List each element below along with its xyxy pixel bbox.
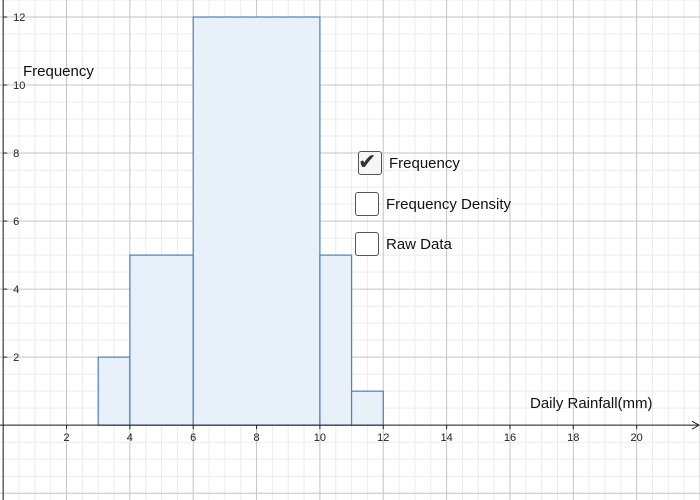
x-tick-label: 18 (567, 432, 579, 444)
x-axis-label: Daily Rainfall(mm) (530, 395, 653, 412)
x-tick-label: 6 (190, 432, 196, 444)
x-tick-label: 8 (253, 432, 259, 444)
x-tick-label: 20 (631, 432, 643, 444)
y-tick-label: 8 (13, 148, 19, 160)
x-tick-label: 14 (440, 432, 452, 444)
raw-data-checkbox[interactable] (355, 232, 379, 256)
y-tick-label: 2 (13, 352, 19, 364)
frequency-checkbox[interactable]: ✔ (358, 150, 382, 175)
histogram-bar-0 (97, 356, 131, 426)
frequency-density-toggle[interactable]: Frequency Density (355, 192, 511, 216)
histogram-bar-2 (192, 16, 321, 426)
x-tick-label: 12 (377, 432, 389, 444)
y-tick-label: 10 (13, 80, 25, 92)
raw-data-checkbox-label: Raw Data (386, 235, 452, 253)
tick-labels: 2 4 6 8 10 12 14 16 18 20 2 4 6 8 10 12 (13, 12, 643, 444)
y-tick-label: 4 (13, 284, 19, 296)
checkmark-icon: ✔ (358, 150, 377, 175)
x-tick-label: 10 (314, 432, 326, 444)
frequency-density-checkbox-label: Frequency Density (386, 195, 512, 213)
frequency-density-checkbox[interactable] (355, 192, 379, 216)
x-axis-arrow-icon (691, 420, 700, 430)
y-tick-label: 12 (13, 12, 25, 24)
histogram-bar-4 (350, 390, 384, 426)
raw-data-toggle[interactable]: Raw Data (355, 232, 452, 256)
y-axis-label: Frequency (23, 63, 94, 80)
histogram-bars (97, 16, 384, 426)
y-tick-label: 6 (13, 216, 19, 228)
x-tick-label: 2 (63, 432, 69, 444)
x-tick-label: 4 (127, 432, 133, 444)
histogram-bar-3 (319, 254, 353, 426)
x-tick-label: 16 (504, 432, 516, 444)
frequency-toggle[interactable]: ✔ Frequency (358, 150, 460, 175)
frequency-checkbox-label: Frequency (389, 154, 460, 172)
histogram-bar-1 (129, 254, 194, 426)
